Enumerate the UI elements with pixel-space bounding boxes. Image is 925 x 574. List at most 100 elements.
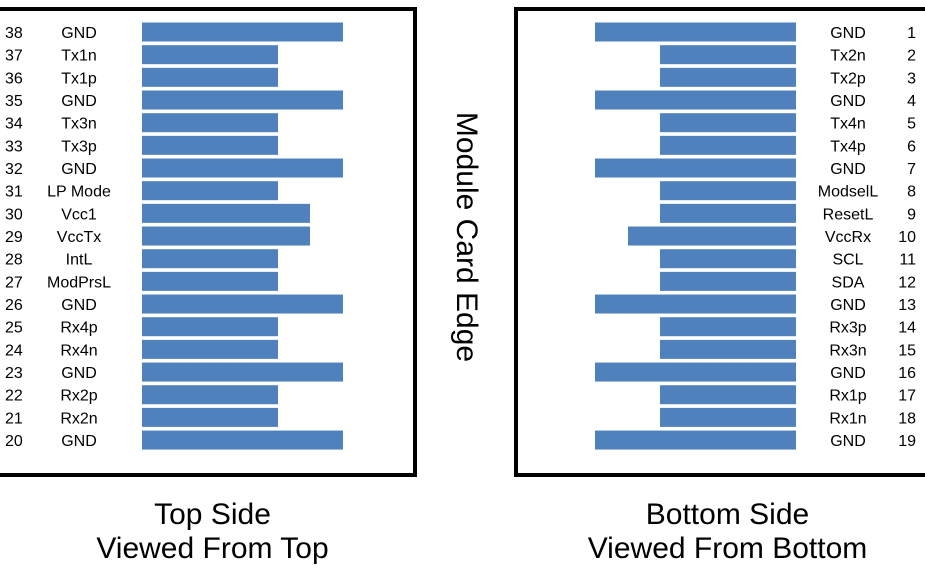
- pin-number: 29: [5, 229, 23, 246]
- contact-pad: [660, 113, 796, 133]
- pin-number: 7: [907, 161, 916, 178]
- contact-pad: [595, 294, 796, 314]
- pin-number: 24: [5, 342, 23, 359]
- module-card-edge-label: Module Card Edge: [450, 111, 483, 363]
- pin-label: ModPrsL: [47, 274, 111, 291]
- bottom-side-caption: Bottom Side Viewed From Bottom: [525, 498, 925, 566]
- top-side-board-outline: [0, 7, 417, 477]
- top-pin-22: 22 Rx2p: [5, 385, 278, 405]
- pin-number: 22: [5, 388, 23, 405]
- pin-label: Rx2n: [60, 410, 97, 427]
- pin-label: Rx4p: [60, 320, 97, 337]
- contact-pad: [660, 317, 796, 337]
- bottom-pin-13: GND 13: [595, 294, 916, 314]
- bottom-pin-12: SDA 12: [660, 271, 916, 291]
- pin-number: 35: [5, 93, 23, 110]
- bottom-pin-19: GND 19: [595, 430, 916, 450]
- pin-label: Tx4n: [830, 116, 866, 133]
- pin-label: GND: [61, 161, 97, 178]
- pin-number: 27: [5, 274, 23, 291]
- pin-label: GND: [830, 433, 866, 450]
- contact-pad: [595, 90, 796, 110]
- contact-pad: [660, 407, 796, 427]
- pin-number: 26: [5, 297, 23, 314]
- contact-pad: [142, 249, 278, 269]
- top-pin-28: 28 IntL: [5, 249, 278, 269]
- contact-pad: [142, 385, 278, 405]
- bottom-pin-10: VccRx 10: [628, 226, 916, 246]
- top-pin-35: 35 GND: [5, 90, 343, 110]
- top-side-caption: Top Side Viewed From Top: [40, 498, 385, 566]
- pin-label: GND: [61, 365, 97, 382]
- pin-number: 23: [5, 365, 23, 382]
- bottom-pin-7: GND 7: [595, 158, 916, 178]
- bottom-pin-6: Tx4p 6: [660, 135, 916, 155]
- bottom-pin-8: ModselL 8: [660, 181, 916, 201]
- contact-pad: [142, 430, 343, 450]
- pin-label: VccTx: [57, 229, 101, 246]
- pin-label: Rx2p: [60, 388, 97, 405]
- bottom-pin-17: Rx1p 17: [660, 385, 916, 405]
- bottom-side-caption-line2: Viewed From Bottom: [587, 532, 868, 565]
- top-side-caption-line2: Viewed From Top: [96, 532, 329, 565]
- bottom-pin-15: Rx3n 15: [660, 339, 916, 359]
- contact-pad: [142, 226, 310, 246]
- top-pin-36: 36 Tx1p: [5, 67, 278, 87]
- bottom-side-board-outline: [514, 7, 925, 477]
- pin-label: Rx3n: [829, 342, 866, 359]
- contact-pad: [142, 294, 343, 314]
- bottom-pin-18: Rx1n 18: [660, 407, 916, 427]
- top-pin-30: 30 Vcc1: [5, 203, 310, 223]
- bottom-pin-1: GND 1: [595, 22, 916, 42]
- pin-number: 11: [899, 252, 916, 269]
- contact-pad: [142, 317, 278, 337]
- pin-number: 15: [898, 342, 916, 359]
- pin-number: 31: [5, 184, 23, 201]
- top-pin-33: 33 Tx3p: [5, 135, 278, 155]
- contact-pad: [142, 339, 278, 359]
- top-pin-37: 37 Tx1n: [5, 45, 278, 65]
- pin-number: 3: [907, 70, 916, 87]
- contact-pad: [595, 22, 796, 42]
- pin-label: GND: [830, 161, 866, 178]
- pin-number: 37: [5, 48, 23, 65]
- bottom-pin-3: Tx2p 3: [660, 67, 916, 87]
- bottom-side-pins: GND 1 Tx2n 2 Tx2p 3 GND 4 Tx4n 5 Tx4p 6 GND 7 ModselL 8…: [595, 22, 916, 450]
- bottom-pin-2: Tx2n 2: [660, 45, 916, 65]
- contact-pad: [142, 271, 278, 291]
- pin-number: 36: [5, 70, 23, 87]
- top-side-caption-line1: Top Side: [154, 498, 271, 531]
- pin-label: SCL: [832, 252, 863, 269]
- pin-label: Vcc1: [61, 206, 97, 223]
- contact-pad: [142, 135, 278, 155]
- pin-number: 21: [5, 410, 23, 427]
- pin-number: 13: [898, 297, 916, 314]
- bottom-pin-9: ResetL 9: [660, 203, 916, 223]
- bottom-pin-16: GND 16: [595, 362, 916, 382]
- top-pin-29: 29 VccTx: [5, 226, 310, 246]
- pin-label: Tx3n: [61, 116, 97, 133]
- contact-pad: [660, 45, 796, 65]
- contact-pad: [660, 181, 796, 201]
- contact-pad: [660, 271, 796, 291]
- pin-number: 16: [898, 365, 916, 382]
- pin-number: 19: [898, 433, 916, 450]
- contact-pad: [142, 90, 343, 110]
- bottom-pin-14: Rx3p 14: [660, 317, 916, 337]
- pin-label: Tx2p: [830, 70, 866, 87]
- pin-label: Tx4p: [830, 138, 866, 155]
- contact-pad: [142, 22, 343, 42]
- contact-pad: [142, 113, 278, 133]
- contact-pad: [142, 407, 278, 427]
- pin-number: 4: [907, 93, 916, 110]
- contact-pad: [660, 67, 796, 87]
- pin-label: Rx3p: [829, 320, 866, 337]
- pin-label: LP Mode: [47, 184, 111, 201]
- bottom-pin-5: Tx4n 5: [660, 113, 916, 133]
- pin-number: 9: [907, 206, 916, 223]
- pin-label: IntL: [66, 252, 93, 269]
- pin-number: 14: [898, 320, 916, 337]
- pin-number: 17: [898, 388, 916, 405]
- pin-label: Rx1p: [829, 388, 866, 405]
- pin-label: ModselL: [818, 184, 879, 201]
